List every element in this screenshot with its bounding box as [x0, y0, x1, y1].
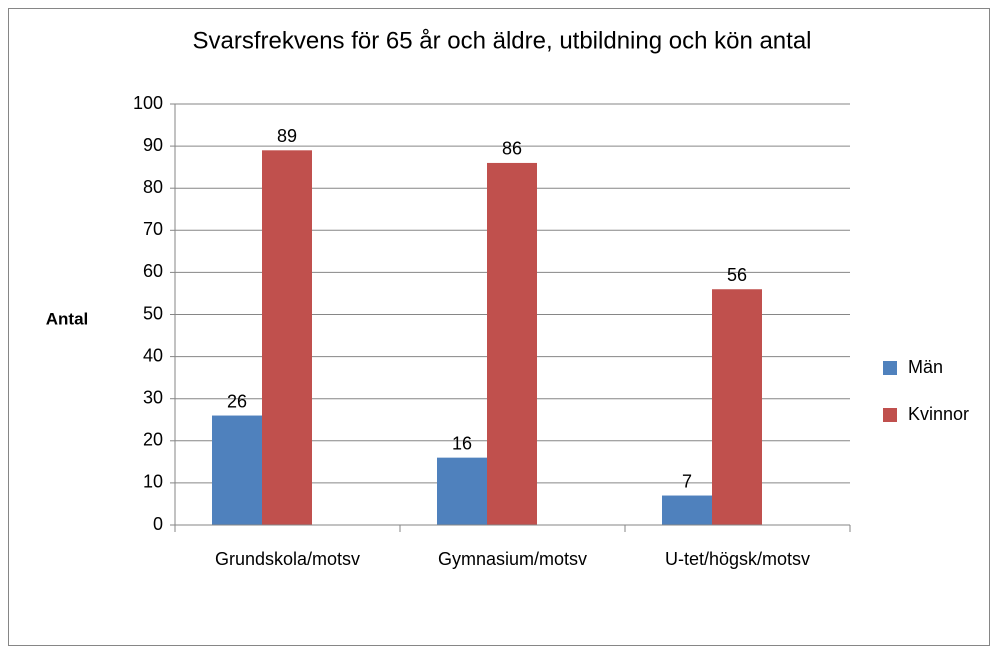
x-tick-label: Grundskola/motsv — [215, 549, 360, 569]
data-label: 7 — [682, 471, 692, 491]
data-label: 26 — [227, 391, 247, 411]
y-tick-label: 10 — [143, 472, 163, 492]
bar — [212, 415, 262, 525]
data-label: 56 — [727, 265, 747, 285]
legend-label: Kvinnor — [908, 404, 969, 424]
y-tick-label: 50 — [143, 303, 163, 323]
chart-title: Svarsfrekvens för 65 år och äldre, utbil… — [192, 27, 811, 54]
legend-swatch — [883, 408, 897, 422]
y-tick-label: 100 — [133, 93, 163, 113]
y-tick-label: 80 — [143, 177, 163, 197]
bar — [262, 150, 312, 525]
legend-label: Män — [908, 357, 943, 377]
y-tick-label: 40 — [143, 345, 163, 365]
y-tick-label: 70 — [143, 219, 163, 239]
y-tick-label: 30 — [143, 387, 163, 407]
y-tick-label: 20 — [143, 430, 163, 450]
bar — [437, 457, 487, 525]
data-label: 89 — [277, 126, 297, 146]
data-label: 86 — [502, 139, 522, 159]
y-axis-label: Antal — [46, 309, 89, 328]
data-label: 16 — [452, 433, 472, 453]
y-tick-label: 0 — [153, 514, 163, 534]
bar — [712, 289, 762, 525]
y-tick-label: 60 — [143, 261, 163, 281]
x-tick-label: U-tet/högsk/motsv — [665, 549, 810, 569]
y-tick-label: 90 — [143, 135, 163, 155]
bar — [487, 162, 537, 525]
legend-swatch — [883, 361, 897, 375]
x-tick-label: Gymnasium/motsv — [438, 549, 587, 569]
bar — [662, 495, 712, 525]
